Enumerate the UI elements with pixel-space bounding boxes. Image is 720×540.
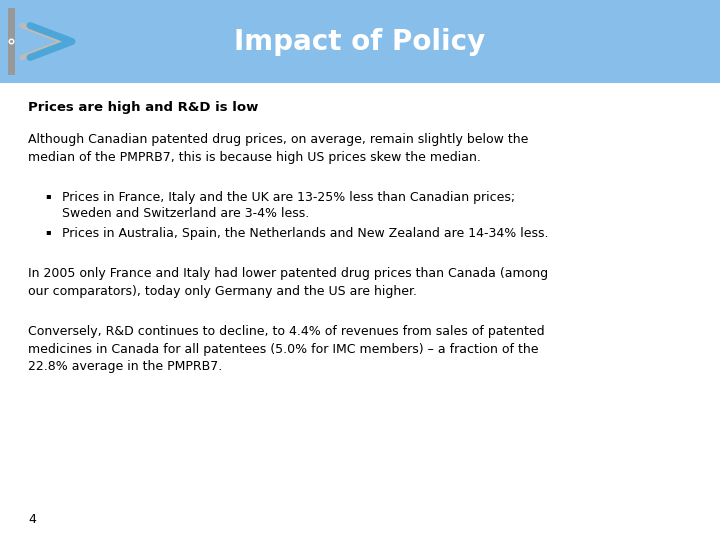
Text: ▪: ▪ <box>45 191 51 200</box>
Text: Prices are high and R&D is low: Prices are high and R&D is low <box>28 101 258 114</box>
Ellipse shape <box>9 38 14 44</box>
Text: Conversely, R&D continues to decline, to 4.4% of revenues from sales of patented: Conversely, R&D continues to decline, to… <box>28 325 544 373</box>
Text: 4: 4 <box>28 513 36 526</box>
Text: Prices in France, Italy and the UK are 13-25% less than Canadian prices;: Prices in France, Italy and the UK are 1… <box>62 191 515 204</box>
Bar <box>0 0 720 83</box>
Text: Impact of Policy: Impact of Policy <box>235 28 485 56</box>
Bar <box>8 8 15 75</box>
Ellipse shape <box>10 40 13 43</box>
Text: Sweden and Switzerland are 3-4% less.: Sweden and Switzerland are 3-4% less. <box>62 207 310 220</box>
Text: Although Canadian patented drug prices, on average, remain slightly below the
me: Although Canadian patented drug prices, … <box>28 133 528 164</box>
Text: In 2005 only France and Italy had lower patented drug prices than Canada (among
: In 2005 only France and Italy had lower … <box>28 267 548 298</box>
Text: Prices in Australia, Spain, the Netherlands and New Zealand are 14-34% less.: Prices in Australia, Spain, the Netherla… <box>62 227 549 240</box>
Text: ▪: ▪ <box>45 227 51 236</box>
